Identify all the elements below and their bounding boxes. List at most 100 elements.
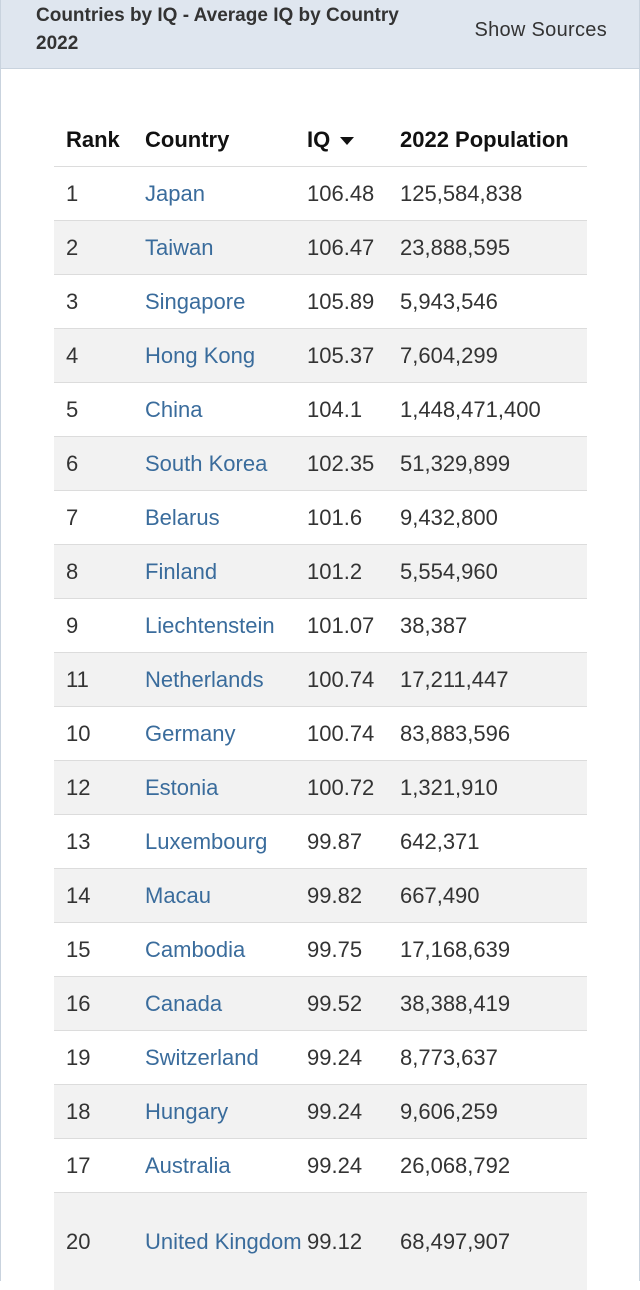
rank-cell: 9 (54, 599, 145, 653)
rank-cell: 7 (54, 491, 145, 545)
iq-cell: 99.75 (307, 923, 400, 977)
column-header[interactable]: Rank (54, 114, 145, 167)
rank-cell: 12 (54, 761, 145, 815)
iq-cell: 99.24 (307, 1031, 400, 1085)
rank-cell: 19 (54, 1031, 145, 1085)
country-cell[interactable]: Finland (145, 545, 307, 599)
rank-cell: 16 (54, 977, 145, 1031)
country-cell[interactable]: Switzerland (145, 1031, 307, 1085)
population-cell: 17,211,447 (400, 653, 587, 707)
rank-cell: 11 (54, 653, 145, 707)
rank-cell: 13 (54, 815, 145, 869)
rank-cell: 3 (54, 275, 145, 329)
population-cell: 68,497,907 (400, 1193, 587, 1290)
page-title: Countries by IQ - Average IQ by Country … (36, 2, 436, 58)
iq-cell: 101.07 (307, 599, 400, 653)
country-cell[interactable]: South Korea (145, 437, 307, 491)
country-cell[interactable]: Liechtenstein (145, 599, 307, 653)
column-header[interactable]: 2022 Population (400, 114, 587, 167)
population-cell: 642,371 (400, 815, 587, 869)
country-cell[interactable]: United Kingdom (145, 1193, 307, 1290)
column-header-text: 2022 Population (400, 127, 569, 152)
country-cell[interactable]: Belarus (145, 491, 307, 545)
population-cell: 17,168,639 (400, 923, 587, 977)
rank-cell: 20 (54, 1193, 145, 1290)
column-header[interactable]: Country (145, 114, 307, 167)
population-cell: 5,943,546 (400, 275, 587, 329)
show-sources-link[interactable]: Show Sources (474, 19, 607, 42)
country-cell[interactable]: Hong Kong (145, 329, 307, 383)
population-cell: 1,448,471,400 (400, 383, 587, 437)
country-cell[interactable]: Cambodia (145, 923, 307, 977)
rank-cell: 8 (54, 545, 145, 599)
country-cell[interactable]: Australia (145, 1139, 307, 1193)
country-cell[interactable]: China (145, 383, 307, 437)
rank-cell: 5 (54, 383, 145, 437)
population-cell: 38,387 (400, 599, 587, 653)
rank-cell: 18 (54, 1085, 145, 1139)
country-cell[interactable]: Netherlands (145, 653, 307, 707)
iq-cell: 105.89 (307, 275, 400, 329)
sort-caret (340, 137, 354, 145)
iq-cell: 99.87 (307, 815, 400, 869)
population-cell: 83,883,596 (400, 707, 587, 761)
iq-cell: 99.82 (307, 869, 400, 923)
country-cell[interactable]: Japan (145, 167, 307, 221)
iq-cell: 104.1 (307, 383, 400, 437)
rank-cell: 6 (54, 437, 145, 491)
iq-cell: 102.35 (307, 437, 400, 491)
population-cell: 125,584,838 (400, 167, 587, 221)
country-cell[interactable]: Taiwan (145, 221, 307, 275)
iq-cell: 99.24 (307, 1139, 400, 1193)
population-cell: 51,329,899 (400, 437, 587, 491)
header-bar: Countries by IQ - Average IQ by Country … (1, 0, 639, 69)
rank-cell: 17 (54, 1139, 145, 1193)
country-cell[interactable]: Estonia (145, 761, 307, 815)
population-cell: 9,432,800 (400, 491, 587, 545)
country-cell[interactable]: Canada (145, 977, 307, 1031)
iq-cell: 99.24 (307, 1085, 400, 1139)
rank-cell: 15 (54, 923, 145, 977)
column-header[interactable]: IQ (307, 114, 400, 167)
column-header-text: IQ (307, 127, 330, 152)
country-cell[interactable]: Germany (145, 707, 307, 761)
country-cell[interactable]: Macau (145, 869, 307, 923)
rank-cell: 2 (54, 221, 145, 275)
iq-cell: 99.12 (307, 1193, 400, 1290)
iq-cell: 100.74 (307, 707, 400, 761)
country-cell[interactable]: Luxembourg (145, 815, 307, 869)
population-cell: 7,604,299 (400, 329, 587, 383)
iq-cell: 100.74 (307, 653, 400, 707)
iq-cell: 100.72 (307, 761, 400, 815)
population-cell: 8,773,637 (400, 1031, 587, 1085)
population-cell: 9,606,259 (400, 1085, 587, 1139)
iq-cell: 101.6 (307, 491, 400, 545)
population-cell: 38,388,419 (400, 977, 587, 1031)
rank-cell: 10 (54, 707, 145, 761)
iq-cell: 99.52 (307, 977, 400, 1031)
sort-caret-shape (340, 137, 354, 145)
rank-cell: 4 (54, 329, 145, 383)
country-cell[interactable]: Hungary (145, 1085, 307, 1139)
country-cell[interactable]: Singapore (145, 275, 307, 329)
iq-cell: 101.2 (307, 545, 400, 599)
population-cell: 23,888,595 (400, 221, 587, 275)
